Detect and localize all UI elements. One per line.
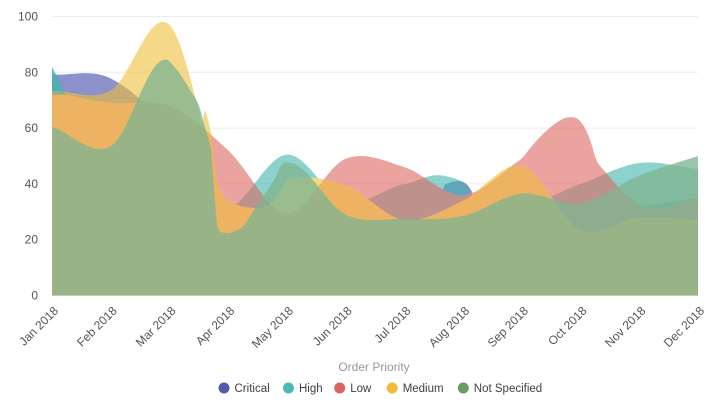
- svg-text:High: High: [299, 383, 323, 395]
- svg-text:Order Priority: Order Priority: [338, 360, 409, 374]
- svg-text:20: 20: [25, 233, 39, 247]
- svg-text:80: 80: [25, 65, 39, 79]
- svg-text:60: 60: [25, 121, 39, 135]
- svg-text:Medium: Medium: [403, 383, 444, 395]
- svg-text:40: 40: [25, 177, 39, 191]
- svg-text:0: 0: [31, 289, 38, 303]
- svg-text:100: 100: [18, 10, 38, 24]
- svg-text:Not Specified: Not Specified: [474, 383, 542, 395]
- svg-text:Critical: Critical: [235, 383, 270, 395]
- svg-text:Low: Low: [350, 383, 372, 395]
